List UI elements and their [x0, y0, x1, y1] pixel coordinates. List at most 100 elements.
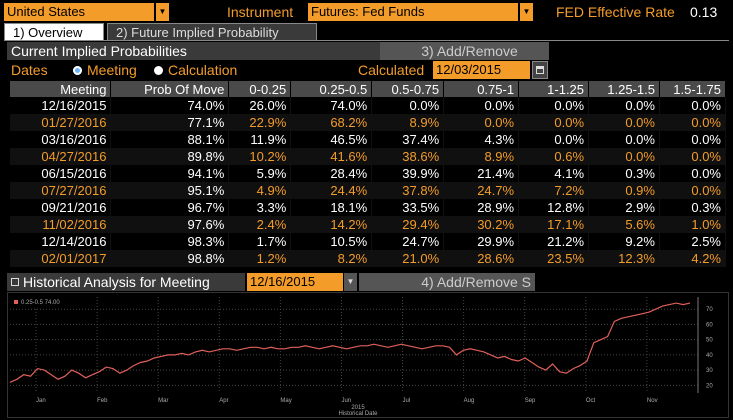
- table-row[interactable]: 07/27/2016 95.1% 4.9% 24.4% 37.8% 24.7% 7.2% 0.…: [10, 182, 727, 199]
- col-header[interactable]: 1.25-1.5: [588, 81, 660, 97]
- table-cell: 26.0%: [228, 97, 292, 114]
- table-cell: 7.2%: [518, 182, 590, 199]
- instrument-dropdown-icon[interactable]: ▼: [519, 3, 533, 21]
- table-cell: 9.2%: [588, 233, 660, 250]
- table-cell: 96.7%: [110, 199, 230, 216]
- table-cell: 33.5%: [371, 199, 445, 216]
- table-cell: 0.0%: [588, 114, 660, 131]
- table-row[interactable]: 09/21/2016 96.7% 3.3% 18.1% 33.5% 28.9% 12.8% 2…: [10, 199, 727, 216]
- radio-calculation[interactable]: Calculation: [154, 61, 237, 79]
- historical-meeting-select[interactable]: 12/16/2015: [247, 273, 343, 291]
- radio-meeting[interactable]: Meeting: [73, 61, 137, 79]
- radio-meeting-dot-icon: [73, 65, 82, 75]
- y-tick-label: 40: [706, 353, 713, 359]
- historical-chart: 20 30 40 50 60 70 Jan Feb Mar Apr May Jun Jul Aug Sep O…: [7, 292, 729, 418]
- calculated-date-field[interactable]: 12/03/2015: [433, 61, 530, 79]
- table-cell: 74.0%: [110, 97, 230, 114]
- historical-add-remove-button[interactable]: 4) Add/Remove S: [359, 273, 535, 291]
- table-cell: 41.6%: [290, 148, 373, 165]
- series-line-0.25-0.5: [9, 302, 691, 383]
- table-cell: 95.1%: [110, 182, 230, 199]
- table-cell: 24.7%: [443, 182, 520, 199]
- calculated-label: Calculated: [358, 62, 425, 78]
- collapse-icon[interactable]: [11, 278, 19, 286]
- legend-swatch-icon: [14, 300, 18, 304]
- table-cell: 0.3%: [588, 165, 660, 182]
- table-cell: 12.8%: [518, 199, 590, 216]
- table-row[interactable]: 04/27/2016 89.8% 10.2% 41.6% 38.6% 8.9% 0.6% 0.…: [10, 148, 727, 165]
- y-tick-label: 30: [706, 368, 713, 374]
- col-header[interactable]: 0-0.25: [228, 81, 292, 97]
- table-row[interactable]: 12/14/2016 98.3% 1.7% 10.5% 24.7% 29.9% 21.2% 9…: [10, 233, 727, 250]
- col-header[interactable]: 1.5-1.75: [659, 81, 727, 97]
- col-header[interactable]: Meeting: [10, 81, 112, 97]
- table-cell: 4.2%: [659, 250, 727, 267]
- tab-overview[interactable]: 1) Overview: [4, 23, 104, 41]
- table-cell: 1.2%: [228, 250, 292, 267]
- x-tick-label: Sep: [525, 398, 536, 404]
- table-row[interactable]: 02/01/2017 98.8% 1.2% 8.2% 21.0% 28.6% 23.5% 12…: [10, 250, 727, 267]
- table-cell: 38.6%: [371, 148, 445, 165]
- add-remove-label: 3) Add/Remove: [421, 43, 518, 59]
- table-header-row: Meeting Prob Of Move 0-0.25 0.25-0.5 0.5…: [10, 81, 727, 97]
- meeting-date-cell: 07/27/2016: [10, 182, 112, 199]
- table-cell: 98.3%: [110, 233, 230, 250]
- x-tick-label: Apr: [219, 398, 228, 404]
- probabilities-add-remove-button[interactable]: 3) Add/Remove: [380, 42, 549, 60]
- historical-meeting-dropdown-icon[interactable]: ▼: [343, 273, 357, 291]
- instrument-select[interactable]: Futures: Fed Funds: [308, 3, 518, 21]
- table-cell: 0.0%: [659, 165, 727, 182]
- table-row[interactable]: 06/15/2016 94.1% 5.9% 28.4% 39.9% 21.4% 4.1% 0.…: [10, 165, 727, 182]
- table-cell: 17.1%: [518, 216, 590, 233]
- table-cell: 37.4%: [371, 131, 445, 148]
- table-row[interactable]: 11/02/2016 97.6% 2.4% 14.2% 29.4% 30.2% 17.1% 5…: [10, 216, 727, 233]
- calendar-icon[interactable]: [532, 61, 548, 79]
- meeting-date-cell: 12/16/2015: [10, 97, 112, 114]
- country-dropdown-icon[interactable]: ▼: [155, 3, 169, 21]
- legend-box: [12, 297, 72, 307]
- probabilities-table-body: 12/16/2015 74.0% 26.0% 74.0% 0.0% 0.0% 0.0% 0.0…: [10, 97, 727, 267]
- table-cell: 21.2%: [518, 233, 590, 250]
- x-year-label: 2015: [351, 405, 365, 411]
- table-cell: 94.1%: [110, 165, 230, 182]
- table-cell: 2.4%: [228, 216, 292, 233]
- table-cell: 2.5%: [659, 233, 727, 250]
- col-header[interactable]: Prob Of Move: [110, 81, 230, 97]
- table-cell: 4.1%: [518, 165, 590, 182]
- probabilities-table: Meeting Prob Of Move 0-0.25 0.25-0.5 0.5…: [10, 81, 727, 267]
- table-cell: 8.9%: [443, 148, 520, 165]
- tab-divider: [4, 40, 729, 41]
- table-cell: 8.9%: [371, 114, 445, 131]
- col-header[interactable]: 0.25-0.5: [290, 81, 373, 97]
- table-cell: 0.0%: [659, 97, 727, 114]
- tab-future-implied-probability[interactable]: 2) Future Implied Probability: [107, 23, 317, 41]
- table-cell: 28.9%: [443, 199, 520, 216]
- table-cell: 30.2%: [443, 216, 520, 233]
- table-cell: 39.9%: [371, 165, 445, 182]
- table-cell: 12.3%: [588, 250, 660, 267]
- x-axis-label: Historical Date: [338, 411, 378, 417]
- historical-add-remove-label: 4) Add/Remove S: [421, 274, 531, 290]
- table-cell: 0.0%: [371, 97, 445, 114]
- table-cell: 37.8%: [371, 182, 445, 199]
- historical-title-text: Historical Analysis for Meeting: [23, 274, 210, 290]
- meeting-date-cell: 02/01/2017: [10, 250, 112, 267]
- table-row[interactable]: 12/16/2015 74.0% 26.0% 74.0% 0.0% 0.0% 0.0% 0.0…: [10, 97, 727, 114]
- meeting-date-cell: 11/02/2016: [10, 216, 112, 233]
- table-cell: 0.0%: [659, 182, 727, 199]
- col-header[interactable]: 0.75-1: [443, 81, 520, 97]
- probabilities-panel-title: Current Implied Probabilities: [7, 42, 380, 60]
- col-header[interactable]: 0.5-0.75: [371, 81, 445, 97]
- historical-meeting-value: 12/16/2015: [250, 274, 316, 289]
- radio-calculation-dot-icon: [154, 65, 163, 75]
- historical-panel-title: Historical Analysis for Meeting: [7, 273, 245, 291]
- table-row[interactable]: 03/16/2016 88.1% 11.9% 46.5% 37.4% 4.3% 0.0% 0.…: [10, 131, 727, 148]
- table-row[interactable]: 01/27/2016 77.1% 22.9% 68.2% 8.9% 0.0% 0.0% 0.0…: [10, 114, 727, 131]
- table-cell: 5.9%: [228, 165, 292, 182]
- col-header[interactable]: 1-1.25: [518, 81, 590, 97]
- country-select[interactable]: United States: [4, 3, 154, 21]
- table-cell: 5.6%: [588, 216, 660, 233]
- table-cell: 0.0%: [518, 114, 590, 131]
- meeting-date-cell: 01/27/2016: [10, 114, 112, 131]
- table-cell: 77.1%: [110, 114, 230, 131]
